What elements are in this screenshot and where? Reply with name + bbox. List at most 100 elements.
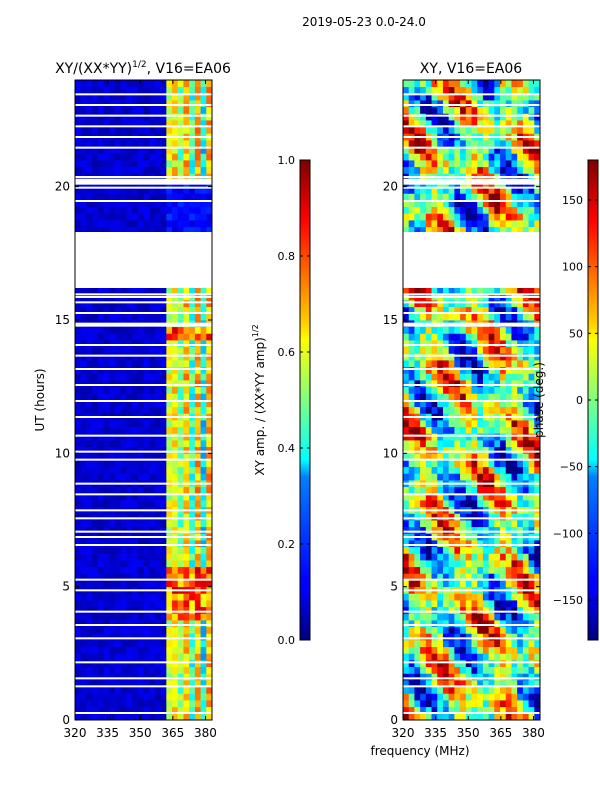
heatmap-cell (126, 420, 133, 428)
heatmap-cell (522, 333, 529, 341)
flagged-line (403, 493, 540, 496)
heatmap-cell (425, 626, 432, 634)
heatmap-cell (143, 120, 150, 128)
heatmap-cell (160, 380, 167, 388)
heatmap-cell (517, 620, 524, 628)
heatmap-cell (528, 106, 535, 114)
heatmap-cell (189, 86, 196, 94)
heatmap-cell (183, 680, 190, 688)
heatmap-cell (517, 146, 524, 154)
heatmap-cell (120, 326, 127, 334)
heatmap-cell (522, 146, 529, 154)
heatmap-cell (420, 620, 427, 628)
heatmap-cell (477, 186, 484, 194)
heatmap-cell (442, 80, 450, 88)
heatmap-cell (137, 546, 144, 554)
heatmap-cell (143, 680, 150, 688)
heatmap-cell (454, 213, 461, 221)
heatmap-cell (120, 126, 127, 134)
heatmap-cell (80, 700, 87, 708)
heatmap-cell (420, 220, 427, 228)
heatmap-cell (97, 440, 104, 448)
heatmap-cell (154, 613, 162, 621)
heatmap-cell (494, 386, 501, 394)
heatmap-cell (482, 186, 490, 194)
heatmap-cell (75, 560, 82, 568)
heatmap-cell (454, 486, 461, 494)
heatmap-cell (103, 606, 110, 614)
heatmap-cell (109, 420, 116, 428)
heatmap-cell (103, 526, 110, 534)
heatmap-cell (200, 620, 207, 628)
heatmap-cell (500, 193, 507, 201)
heatmap-cell (166, 560, 173, 568)
heatmap-cell (86, 513, 93, 521)
heatmap-cell (522, 560, 529, 568)
heatmap-cell (149, 526, 156, 534)
heatmap-cell (114, 220, 122, 228)
heatmap-cell (154, 400, 162, 408)
heatmap-cell (97, 693, 104, 701)
heatmap-cell (120, 106, 127, 114)
heatmap-cell (200, 140, 207, 148)
heatmap-cell (143, 686, 150, 694)
heatmap-cell (126, 686, 133, 694)
heatmap-cell (477, 580, 484, 588)
heatmap-cell (86, 520, 93, 528)
heatmap-cell (97, 520, 104, 528)
heatmap-cell (189, 553, 196, 561)
heatmap-cell (477, 313, 484, 321)
heatmap-cell (172, 373, 179, 381)
heatmap-cell (420, 333, 427, 341)
heatmap-cell (488, 406, 495, 414)
heatmap-cell (177, 613, 184, 621)
heatmap-cell (97, 486, 104, 494)
heatmap-cell (143, 160, 150, 168)
heatmap-cell (200, 626, 207, 634)
heatmap-cell (522, 340, 529, 348)
heatmap-cell (109, 346, 116, 354)
heatmap-cell (200, 420, 207, 428)
heatmap-cell (75, 166, 82, 174)
heatmap-cell (471, 566, 478, 574)
flagged-line (403, 301, 540, 304)
heatmap-cell (517, 686, 524, 694)
heatmap-cell (206, 193, 212, 201)
heatmap-cell (403, 420, 410, 428)
heatmap-cell (189, 113, 196, 121)
heatmap-cell (511, 446, 518, 454)
heatmap-cell (522, 473, 529, 481)
heatmap-cell (120, 406, 127, 414)
heatmap-cell (522, 220, 529, 228)
heatmap-cell (126, 393, 133, 401)
heatmap-cell (420, 300, 427, 308)
heatmap-cell (126, 653, 133, 661)
heatmap-cell (149, 453, 156, 461)
heatmap-cell (194, 166, 201, 174)
heatmap-cell (206, 406, 212, 414)
heatmap-cell (189, 706, 196, 714)
heatmap-cell (132, 653, 139, 661)
heatmap-cell (437, 400, 444, 408)
amplitude-colorbar-ticks: 0.00.20.40.60.81.0 (278, 154, 310, 647)
heatmap-cell (103, 120, 110, 128)
heatmap-cell (511, 526, 518, 534)
heatmap-cell (403, 100, 410, 108)
heatmap-cell (494, 606, 501, 614)
heatmap-cell (92, 120, 99, 128)
heatmap-cell (448, 213, 455, 221)
heatmap-cell (420, 353, 427, 361)
heatmap-cell (92, 453, 99, 461)
heatmap-cell (120, 146, 127, 154)
heatmap-cell (454, 500, 461, 508)
heatmap-cell (132, 366, 139, 374)
heatmap-cell (431, 333, 438, 341)
heatmap-cell (477, 300, 484, 308)
heatmap-cell (114, 466, 122, 474)
heatmap-cell (494, 146, 501, 154)
heatmap-cell (92, 386, 99, 394)
heatmap-cell (454, 613, 461, 621)
heatmap-cell (177, 93, 184, 101)
heatmap-cell (120, 340, 127, 348)
heatmap-cell (482, 546, 490, 554)
